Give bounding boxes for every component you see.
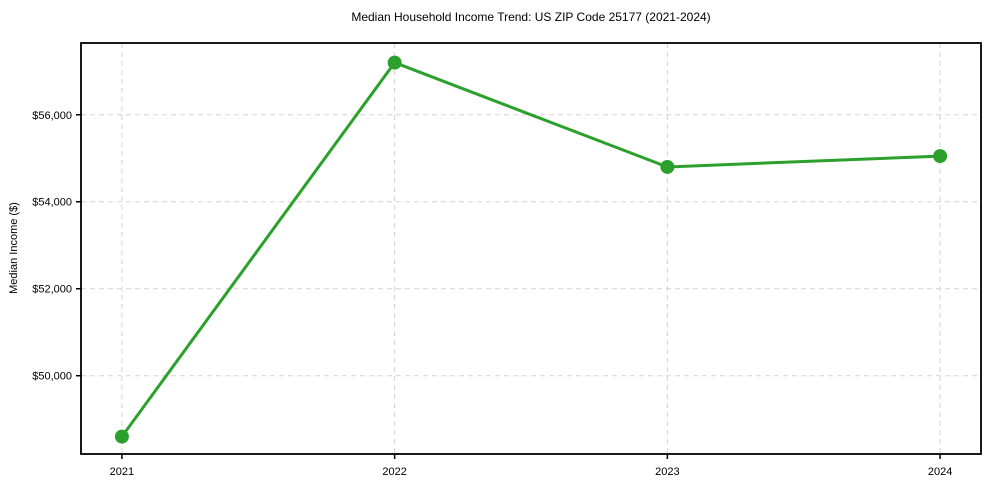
x-tick-label: 2022 — [382, 466, 406, 478]
chart-title: Median Household Income Trend: US ZIP Co… — [351, 10, 711, 24]
trend-line — [120, 61, 942, 439]
x-tick-label: 2023 — [655, 466, 679, 478]
data-point-marker — [387, 55, 402, 70]
x-tick-label: 2021 — [110, 466, 134, 478]
data-point-marker — [114, 429, 129, 444]
y-tick-label: $54,000 — [32, 197, 72, 209]
plot-frame — [80, 42, 982, 455]
y-tick-label: $52,000 — [32, 284, 72, 296]
x-tick-label: 2024 — [928, 466, 952, 478]
y-tick-label: $50,000 — [32, 371, 72, 383]
data-point-marker — [660, 159, 675, 174]
data-point-marker — [933, 149, 948, 164]
y-tick-label: $56,000 — [32, 110, 72, 122]
